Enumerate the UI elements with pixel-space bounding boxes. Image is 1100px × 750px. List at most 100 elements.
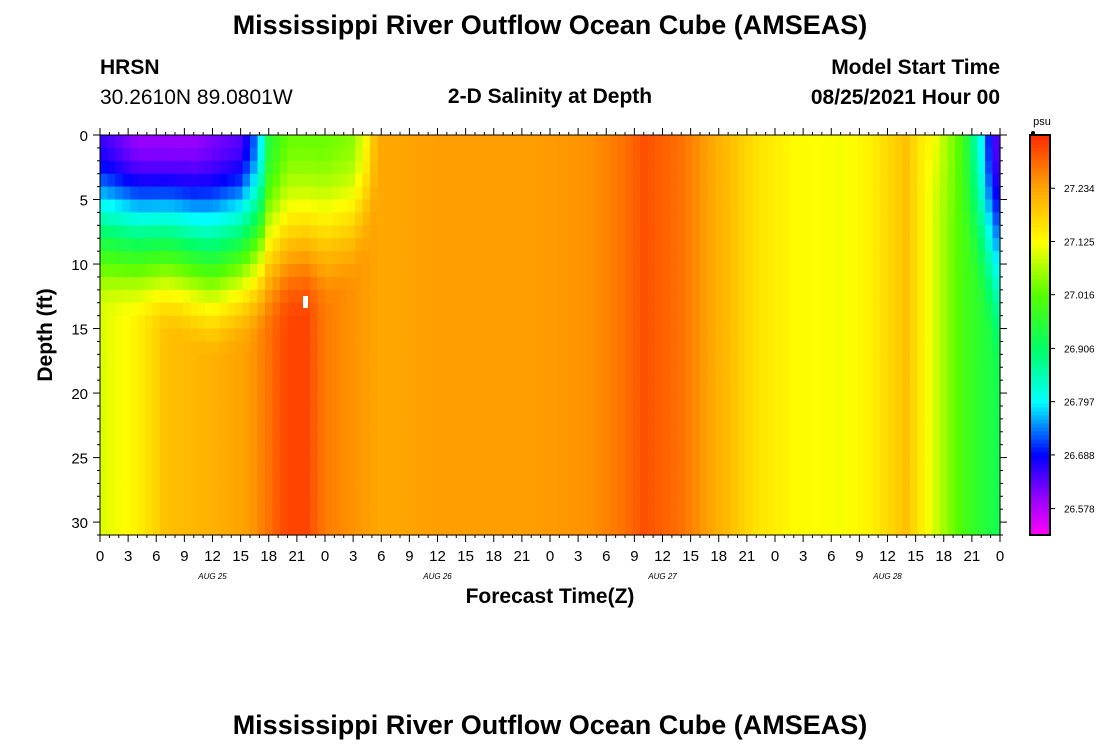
heatmap-cell (707, 225, 716, 239)
heatmap-cell (572, 315, 581, 330)
heatmap-cell (130, 173, 139, 188)
heatmap-cell (580, 302, 589, 317)
heatmap-cell (100, 522, 109, 536)
heatmap-cell (482, 444, 491, 459)
heatmap-cell (932, 186, 941, 201)
heatmap-cell (850, 173, 859, 188)
heatmap-cell (535, 483, 544, 497)
colorbar-band (1030, 175, 1050, 180)
heatmap-cell (587, 160, 596, 175)
heatmap-cell (752, 173, 761, 188)
heatmap-cell (287, 225, 296, 239)
heatmap-cell (925, 289, 934, 304)
heatmap-cell (415, 354, 424, 368)
heatmap-cell (580, 186, 589, 201)
heatmap-cell (775, 264, 784, 278)
heatmap-cell (617, 251, 626, 265)
heatmap-cell (925, 405, 934, 420)
heatmap-cell (422, 483, 431, 497)
heatmap-cell (707, 160, 716, 175)
heatmap-cell (512, 302, 521, 317)
heatmap-cell (647, 135, 656, 149)
heatmap-cell (865, 483, 874, 497)
heatmap-cell (872, 238, 881, 252)
heatmap-cell (370, 212, 379, 226)
heatmap-cell (790, 444, 799, 459)
heatmap-cell (505, 186, 514, 201)
heatmap-cell (580, 522, 589, 536)
heatmap-cell (107, 186, 116, 201)
heatmap-cell (175, 276, 184, 291)
heatmap-cell (317, 380, 326, 394)
heatmap-cell (790, 289, 799, 304)
heatmap-cell (595, 483, 604, 497)
heatmap-cell (887, 470, 896, 484)
heatmap-cell (977, 289, 986, 304)
heatmap-cell (767, 315, 776, 330)
heatmap-cell (587, 431, 596, 446)
heatmap-cell (422, 173, 431, 188)
heatmap-cell (617, 522, 626, 536)
heatmap-cell (430, 135, 439, 149)
colorbar-band (1030, 287, 1050, 292)
heatmap-cell (340, 522, 349, 536)
heatmap-cell (527, 212, 536, 226)
heatmap-cell (280, 264, 289, 278)
heatmap-cell (835, 418, 844, 433)
heatmap-cell (887, 225, 896, 239)
heatmap-cell (655, 186, 664, 201)
heatmap-cell (745, 212, 754, 226)
heatmap-cell (100, 405, 109, 420)
heatmap-cell (302, 135, 311, 149)
heatmap-cell (542, 276, 551, 291)
heatmap-cell (730, 276, 739, 291)
heatmap-cell (212, 147, 221, 162)
heatmap-cell (497, 276, 506, 291)
heatmap-cell (242, 251, 251, 265)
heatmap-cell (640, 302, 649, 317)
heatmap-cell (467, 457, 476, 472)
heatmap-cell (235, 444, 244, 459)
heatmap-cell (505, 418, 514, 433)
heatmap-cell (512, 457, 521, 472)
heatmap-cell (745, 328, 754, 343)
heatmap-cell (242, 328, 251, 343)
heatmap-cell (797, 328, 806, 343)
heatmap-cell (407, 302, 416, 317)
heatmap-cell (917, 380, 926, 394)
heatmap-cell (947, 354, 956, 368)
heatmap-cell (527, 276, 536, 291)
heatmap-cell (715, 380, 724, 394)
heatmap-cell (332, 264, 341, 278)
heatmap-cell (362, 147, 371, 162)
heatmap-cell (640, 264, 649, 278)
heatmap-cell (497, 393, 506, 407)
heatmap-cell (467, 431, 476, 446)
heatmap-cell (977, 315, 986, 330)
heatmap-cell (242, 302, 251, 317)
heatmap-cell (565, 496, 574, 510)
heatmap-cell (842, 276, 851, 291)
heatmap-cell (722, 173, 731, 188)
heatmap-cell (625, 212, 634, 226)
colorbar-band (1030, 215, 1050, 220)
heatmap-cell (955, 367, 964, 381)
heatmap-cell (842, 199, 851, 214)
heatmap-cell (542, 522, 551, 536)
heatmap-cell (325, 522, 334, 536)
heatmap-cell (347, 522, 356, 536)
heatmap-cell (895, 315, 904, 330)
heatmap-cell (242, 483, 251, 497)
heatmap-cell (107, 289, 116, 304)
heatmap-cell (857, 212, 866, 226)
heatmap-cell (872, 225, 881, 239)
heatmap-cell (130, 302, 139, 317)
heatmap-cell (520, 431, 529, 446)
heatmap-cell (280, 199, 289, 214)
heatmap-cell (955, 418, 964, 433)
heatmap-cell (595, 470, 604, 484)
heatmap-cell (355, 135, 364, 149)
heatmap-cell (287, 251, 296, 265)
heatmap-cell (677, 509, 686, 523)
heatmap-cell (602, 238, 611, 252)
